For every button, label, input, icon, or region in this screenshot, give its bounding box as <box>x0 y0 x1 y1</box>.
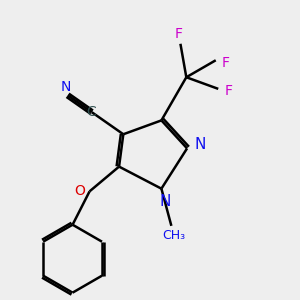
Text: N: N <box>159 194 171 209</box>
Text: O: O <box>74 184 85 198</box>
Text: F: F <box>224 84 232 98</box>
Text: N: N <box>60 80 70 94</box>
Text: N: N <box>194 137 206 152</box>
Text: CH₃: CH₃ <box>162 229 185 242</box>
Text: C: C <box>86 105 96 119</box>
Text: F: F <box>174 27 182 41</box>
Text: F: F <box>222 56 230 70</box>
